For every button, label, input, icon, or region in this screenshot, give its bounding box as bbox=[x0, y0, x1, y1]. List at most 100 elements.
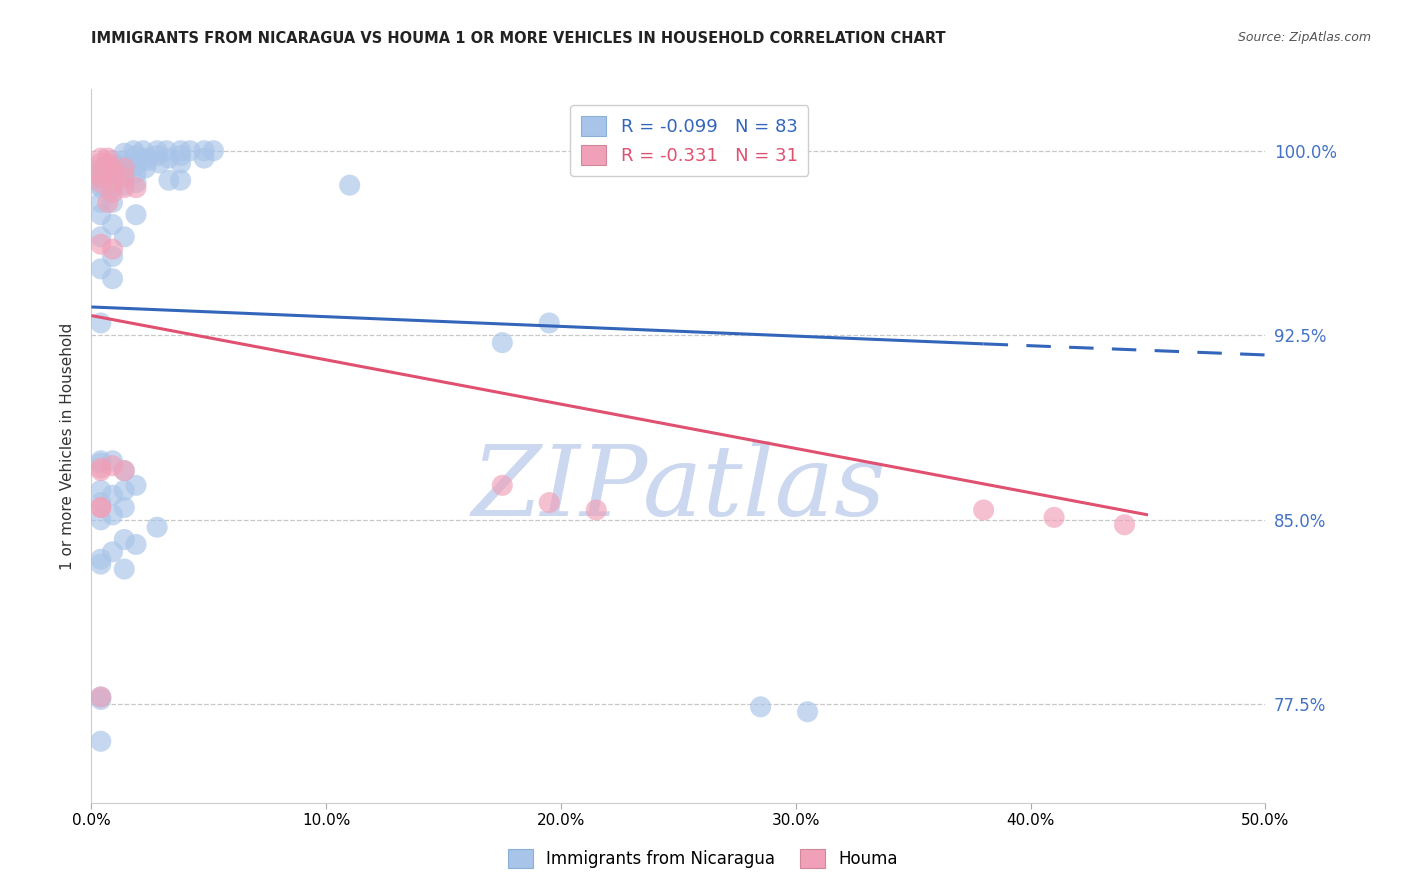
Point bbox=[125, 148, 148, 162]
Point bbox=[101, 186, 124, 200]
Point bbox=[90, 464, 112, 478]
Point bbox=[90, 483, 112, 498]
Point bbox=[538, 495, 561, 509]
Point bbox=[90, 208, 112, 222]
Point bbox=[101, 180, 124, 194]
Point bbox=[101, 163, 124, 178]
Point bbox=[90, 456, 112, 470]
Point bbox=[491, 478, 513, 492]
Point bbox=[90, 692, 112, 706]
Point bbox=[125, 537, 148, 551]
Point bbox=[112, 146, 135, 161]
Point bbox=[112, 163, 135, 178]
Point bbox=[90, 195, 112, 210]
Point bbox=[101, 488, 124, 502]
Point bbox=[90, 500, 112, 515]
Point bbox=[125, 208, 148, 222]
Point bbox=[112, 230, 135, 244]
Point bbox=[112, 500, 135, 515]
Point bbox=[125, 478, 148, 492]
Point bbox=[1114, 517, 1136, 532]
Point bbox=[101, 271, 124, 285]
Point bbox=[125, 153, 148, 168]
Point bbox=[90, 156, 112, 170]
Point bbox=[122, 144, 145, 158]
Point bbox=[169, 148, 191, 162]
Point bbox=[202, 144, 225, 158]
Point bbox=[973, 503, 995, 517]
Point bbox=[97, 156, 120, 170]
Point bbox=[157, 151, 180, 165]
Legend: Immigrants from Nicaragua, Houma: Immigrants from Nicaragua, Houma bbox=[502, 843, 904, 875]
Point bbox=[538, 316, 561, 330]
Point bbox=[125, 159, 148, 173]
Point bbox=[112, 170, 135, 185]
Point bbox=[132, 144, 155, 158]
Point bbox=[90, 495, 112, 509]
Legend: R = -0.099   N = 83, R = -0.331   N = 31: R = -0.099 N = 83, R = -0.331 N = 31 bbox=[569, 105, 808, 176]
Point bbox=[101, 218, 124, 232]
Point bbox=[90, 170, 112, 185]
Point bbox=[134, 161, 156, 175]
Point bbox=[90, 690, 112, 704]
Point bbox=[101, 545, 124, 559]
Point bbox=[585, 503, 607, 517]
Point bbox=[90, 552, 112, 566]
Point bbox=[90, 316, 112, 330]
Point bbox=[179, 144, 201, 158]
Point bbox=[112, 169, 135, 183]
Point bbox=[90, 237, 112, 252]
Point bbox=[90, 180, 112, 194]
Point bbox=[136, 153, 159, 168]
Y-axis label: 1 or more Vehicles in Household: 1 or more Vehicles in Household bbox=[60, 322, 76, 570]
Point bbox=[125, 176, 148, 190]
Text: IMMIGRANTS FROM NICARAGUA VS HOUMA 1 OR MORE VEHICLES IN HOUSEHOLD CORRELATION C: IMMIGRANTS FROM NICARAGUA VS HOUMA 1 OR … bbox=[91, 31, 946, 46]
Point bbox=[90, 178, 112, 193]
Point bbox=[90, 163, 112, 178]
Point bbox=[101, 458, 124, 473]
Point bbox=[101, 153, 124, 168]
Point bbox=[90, 500, 112, 515]
Point bbox=[339, 178, 361, 193]
Point bbox=[193, 151, 215, 165]
Point bbox=[97, 151, 120, 165]
Point bbox=[101, 159, 124, 173]
Point bbox=[101, 250, 124, 264]
Point bbox=[146, 148, 169, 162]
Text: Source: ZipAtlas.com: Source: ZipAtlas.com bbox=[1237, 31, 1371, 45]
Point bbox=[90, 166, 112, 180]
Point bbox=[112, 464, 135, 478]
Point bbox=[101, 508, 124, 522]
Point bbox=[101, 161, 124, 175]
Point bbox=[112, 180, 135, 194]
Point bbox=[90, 169, 112, 183]
Point bbox=[101, 161, 124, 175]
Point bbox=[101, 170, 124, 185]
Point bbox=[125, 166, 148, 180]
Point bbox=[97, 195, 120, 210]
Point bbox=[101, 166, 124, 180]
Point bbox=[155, 144, 177, 158]
Point bbox=[749, 699, 772, 714]
Point bbox=[90, 454, 112, 468]
Point bbox=[90, 166, 112, 180]
Point bbox=[90, 176, 112, 190]
Point bbox=[193, 144, 215, 158]
Point bbox=[146, 520, 169, 534]
Point bbox=[101, 242, 124, 256]
Point bbox=[90, 461, 112, 475]
Point bbox=[169, 173, 191, 187]
Point bbox=[101, 454, 124, 468]
Point bbox=[112, 153, 135, 168]
Point bbox=[491, 335, 513, 350]
Point bbox=[112, 161, 135, 175]
Point bbox=[1043, 510, 1066, 524]
Point bbox=[112, 464, 135, 478]
Point bbox=[169, 156, 191, 170]
Point bbox=[796, 705, 818, 719]
Point bbox=[101, 195, 124, 210]
Point bbox=[112, 533, 135, 547]
Point bbox=[90, 151, 112, 165]
Point bbox=[101, 166, 124, 180]
Point bbox=[125, 180, 148, 194]
